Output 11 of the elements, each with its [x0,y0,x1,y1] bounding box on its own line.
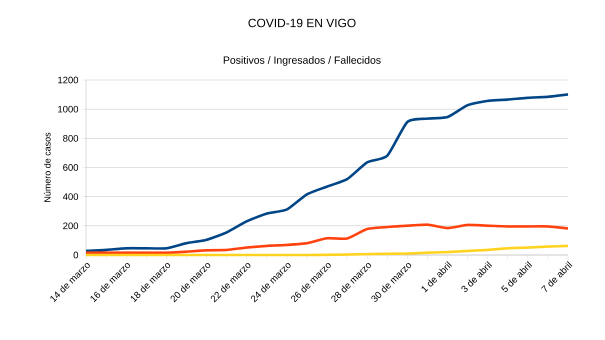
line-series [84,93,570,252]
y-tick-label: 200 [63,222,78,230]
chart-subtitle: Positivos / Ingresados / Fallecidos [224,56,381,66]
y-tick-label: 1200 [58,76,78,84]
y-tick-label: 800 [63,134,78,142]
y-axis-title: Número de casos [44,132,51,202]
y-tick-label: 1000 [58,106,78,113]
y-tick-label: 600 [63,164,78,171]
chart-title: COVID-19 EN VIGO [248,18,356,28]
y-tick-label: 0 [74,252,78,258]
y-tick-label: 400 [62,193,78,200]
